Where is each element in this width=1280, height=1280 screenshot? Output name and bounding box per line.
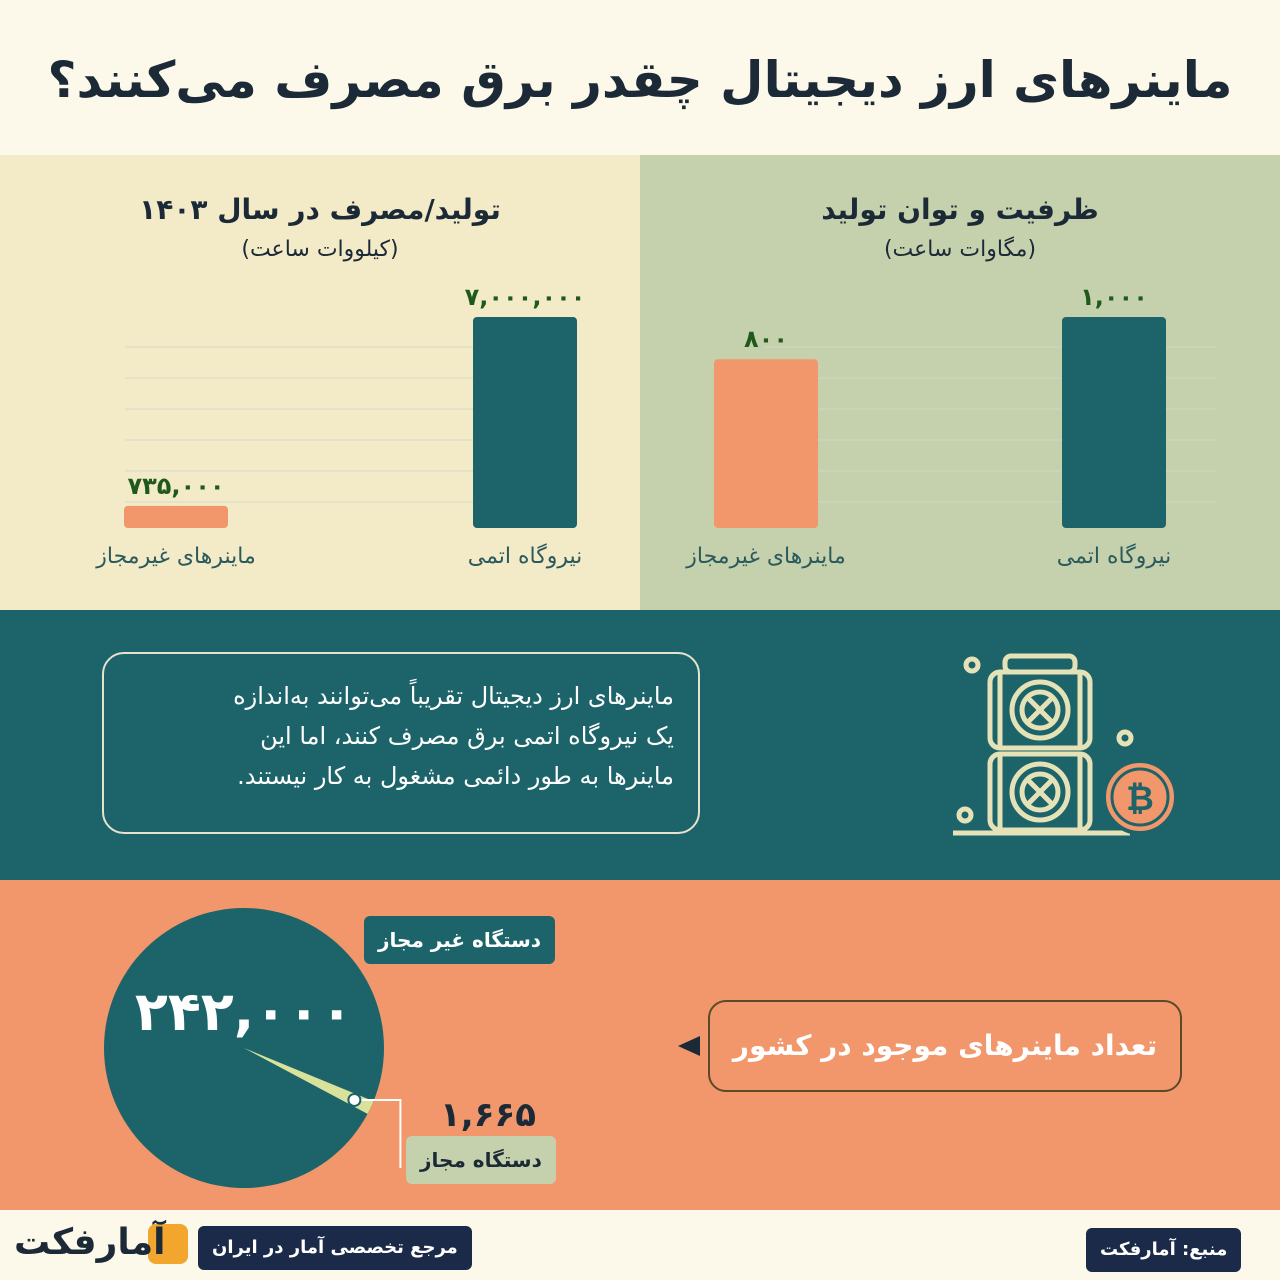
consumption-panel: تولید/مصرف در سال ۱۴۰۳ (کیلووات ساعت) ۷,…	[0, 155, 640, 610]
consumption-chart-subtitle: (کیلووات ساعت)	[241, 237, 399, 262]
bar-category-label: ماینرهای غیرمجاز	[95, 544, 256, 569]
info-band: ماینرهای ارز دیجیتال تقریباً می‌توانند ب…	[0, 610, 1280, 880]
note-line: یک نیروگاه اتمی برق مصرف کنند، اما این	[260, 722, 674, 750]
svg-text:₿: ₿	[1126, 779, 1154, 819]
bar-value-label: ۱,۰۰۰	[1080, 283, 1148, 311]
capacity-bar-chart: ۱,۰۰۰ نیروگاه اتمی ۸۰۰ ماینرهای غیرمجاز	[685, 283, 1217, 569]
amarfact-logo-icon	[148, 1224, 188, 1264]
brand-tagline: مرجع تخصصی آمار در ایران	[198, 1226, 472, 1270]
capacity-chart-title: ظرفیت و توان تولید	[821, 193, 1099, 226]
bar-category-label: نیروگاه اتمی	[468, 543, 583, 569]
legal-count-label: ۱,۶۶۵	[440, 1095, 536, 1135]
bar-value-label: ۷,۰۰۰,۰۰۰	[465, 283, 586, 311]
pie-slice-legal	[244, 1048, 374, 1114]
consumption-bar-chart: ۷,۰۰۰,۰۰۰ نیروگاه اتمی ۷۳۵,۰۰۰ ماینرهای غیر…	[95, 283, 586, 569]
bar-category-label: ماینرهای غیرمجاز	[685, 544, 846, 569]
capacity-chart-subtitle: (مگاوات ساعت)	[883, 237, 1037, 262]
miners-pie-chart: ۲۴۲,۰۰۰ ۱,۶۶۵	[104, 908, 536, 1188]
bar-value-label: ۷۳۵,۰۰۰	[127, 472, 224, 500]
miners-count-band: ۲۴۲,۰۰۰ ۱,۶۶۵ دستگاه غیر مجاز دستگاه مجاز…	[0, 880, 1280, 1210]
bar	[124, 505, 228, 528]
legal-leader-dot	[347, 1092, 362, 1107]
callout-arrow-icon	[678, 1036, 700, 1056]
bar	[1062, 317, 1166, 528]
legal-leader-line	[354, 1098, 402, 1168]
consumption-chart-title: تولید/مصرف در سال ۱۴۰۳	[139, 193, 501, 226]
note-line: ماینرهای ارز دیجیتال تقریباً می‌توانند ب…	[233, 682, 674, 710]
page-title: ماینرهای ارز دیجیتال چقدر برق مصرف می‌کن…	[47, 51, 1233, 109]
footer: آمارفکت مرجع تخصصی آمار در ایران منبع: آ…	[0, 1210, 1280, 1280]
capacity-panel: ظرفیت و توان تولید (مگاوات ساعت) ۱,۰۰۰ نی…	[640, 155, 1280, 610]
bitcoin-miner-icon: ₿	[953, 653, 1178, 836]
note-box: ماینرهای ارز دیجیتال تقریباً می‌توانند ب…	[102, 652, 700, 834]
note-line: ماینرها به طور دائمی مشغول به کار نیستند…	[237, 762, 674, 790]
bar	[473, 317, 577, 528]
bar-category-label: نیروگاه اتمی	[1057, 543, 1172, 569]
bar	[714, 359, 818, 528]
amarfact-logo: آمارفکت	[14, 1222, 166, 1263]
bar-value-label: ۸۰۰	[744, 325, 788, 353]
illegal-devices-tag: دستگاه غیر مجاز	[364, 916, 556, 964]
miners-count-callout: تعداد ماینرهای موجود در کشور	[708, 1000, 1182, 1092]
bitcoin-coin-icon: ₿	[1102, 759, 1178, 835]
source-label: منبع: آمارفکت	[1086, 1228, 1242, 1272]
legal-devices-tag: دستگاه مجاز	[406, 1136, 556, 1184]
illegal-count-label: ۲۴۲,۰۰۰	[135, 980, 353, 1043]
